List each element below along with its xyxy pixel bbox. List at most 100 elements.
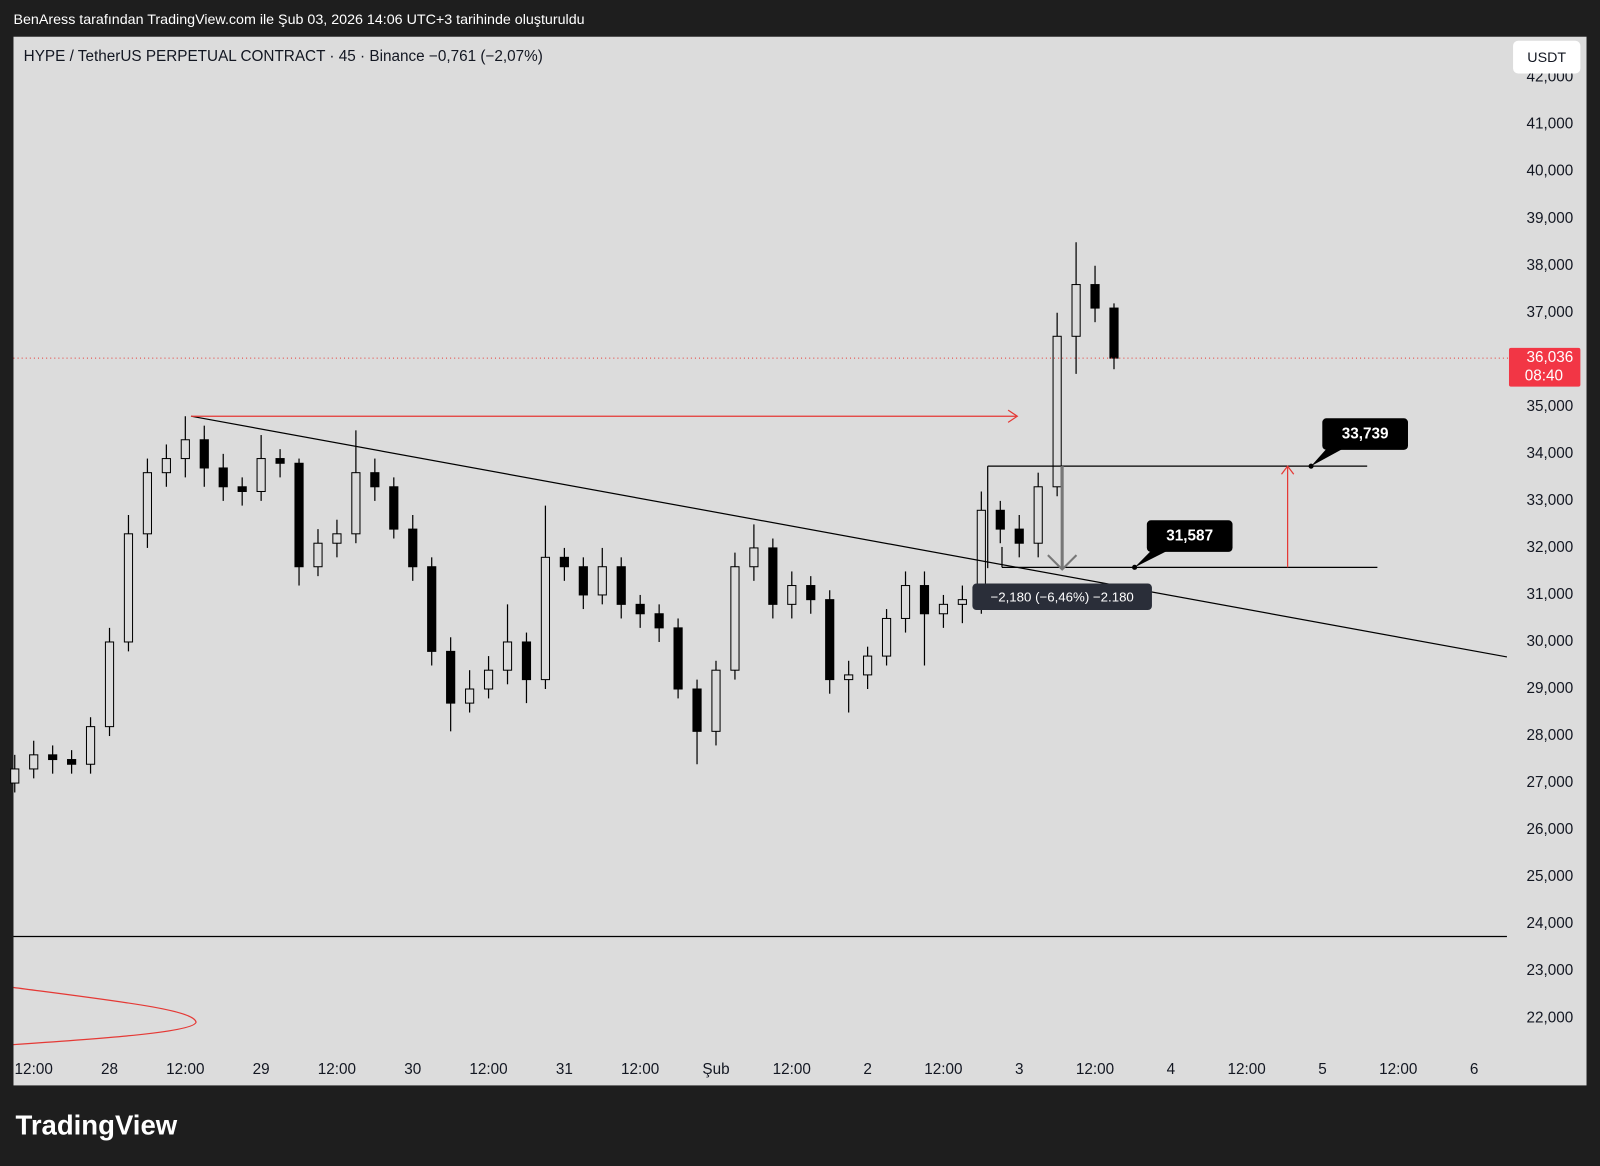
candle-body — [180, 439, 190, 460]
candle-body — [919, 585, 930, 615]
candle-body — [616, 566, 626, 605]
candle-body — [1071, 284, 1081, 337]
y-tick-label: 39,000 — [1526, 210, 1573, 227]
x-tick-label: 31 — [556, 1061, 573, 1078]
x-tick-label: 30 — [404, 1061, 421, 1078]
y-tick-label: 25,000 — [1526, 868, 1573, 885]
candle-body — [256, 458, 266, 492]
y-tick-label: 22,000 — [1526, 1009, 1573, 1026]
candle-body — [313, 542, 323, 568]
candle-body — [673, 627, 683, 690]
candle-body — [578, 566, 588, 596]
candle-body — [1014, 528, 1024, 544]
header-text: BenAress tarafından TradingView.com ile … — [13, 12, 584, 28]
candle-body — [465, 688, 475, 704]
y-tick-label: 24,000 — [1526, 915, 1573, 932]
callout-dot — [1132, 564, 1138, 570]
candle-body — [446, 650, 456, 704]
symbol-title: HYPE / TetherUS PERPETUAL CONTRACT · 45 … — [24, 48, 543, 65]
candle-body — [67, 759, 77, 765]
y-tick-label: 37,000 — [1526, 304, 1573, 321]
candle-body — [123, 533, 134, 643]
candle-body — [332, 533, 342, 544]
candle-body — [29, 754, 39, 770]
x-tick-label: 12:00 — [1379, 1061, 1417, 1078]
x-tick-label: Şub — [702, 1061, 729, 1078]
candle-body — [730, 566, 740, 671]
candle-body — [389, 486, 399, 530]
measure-box — [972, 583, 1152, 611]
y-tick-label: 28,000 — [1526, 727, 1573, 744]
y-tick-label: 27,000 — [1526, 774, 1573, 791]
y-tick-label: 29,000 — [1526, 680, 1573, 697]
currency-label[interactable]: USDT — [1527, 50, 1566, 66]
x-tick-label: 12:00 — [924, 1061, 962, 1078]
y-tick-label: 35,000 — [1526, 398, 1573, 415]
candle-body — [521, 641, 532, 681]
candle-body — [957, 599, 967, 605]
candle-body — [806, 585, 816, 601]
candle-body — [275, 458, 285, 464]
candle-body — [85, 726, 96, 765]
candle-body — [48, 754, 58, 761]
candle-body — [104, 641, 115, 728]
candle-body — [1090, 284, 1100, 309]
y-tick-label: 33,000 — [1526, 492, 1573, 509]
x-tick-label: 29 — [253, 1061, 270, 1078]
candle-body — [995, 509, 1005, 530]
candle-body — [237, 486, 247, 492]
candle-body — [635, 603, 645, 615]
candle-body — [294, 462, 304, 568]
y-tick-label: 31,000 — [1526, 586, 1573, 603]
y-tick-label: 23,000 — [1526, 962, 1573, 979]
x-tick-label: 4 — [1167, 1061, 1176, 1078]
measure-arrow-head — [1047, 554, 1078, 571]
candle-body — [654, 613, 664, 629]
last-price-label: 36,036 — [1526, 349, 1573, 366]
x-tick-label: 12:00 — [469, 1061, 507, 1078]
volume-profile-curve — [13, 986, 197, 1046]
trendline — [190, 415, 1508, 658]
candle-body — [711, 669, 721, 732]
candle-body — [1033, 486, 1043, 544]
chart-panel — [13, 36, 1587, 1086]
x-tick-label: 12:00 — [318, 1061, 356, 1078]
x-tick-label: 28 — [101, 1061, 118, 1078]
callout-label: 31,587 — [1166, 528, 1213, 545]
candle-body — [540, 556, 551, 681]
logo: TradingView — [16, 1110, 178, 1141]
candle-body — [199, 439, 209, 469]
candle-body — [881, 617, 892, 657]
candle-body — [863, 655, 873, 676]
x-tick-label: 12:00 — [773, 1061, 811, 1078]
x-tick-label: 2 — [863, 1061, 872, 1078]
candle-body — [370, 472, 380, 488]
y-tick-label: 32,000 — [1526, 539, 1573, 556]
x-tick-label: 12:00 — [166, 1061, 204, 1078]
candle-body — [900, 585, 911, 619]
y-tick-label: 34,000 — [1526, 445, 1573, 462]
last-price-box — [1508, 347, 1581, 387]
red-arrow-head — [1007, 409, 1019, 423]
x-axis: 12:00 28 12:00 29 12:00 30 12:00 31 12:00 Şub 12:0… — [15, 1061, 1479, 1078]
candle-body — [692, 688, 702, 732]
y-tick-label: 26,000 — [1526, 821, 1573, 838]
countdown-label: 08:40 — [1525, 368, 1563, 385]
callout-dot — [1308, 463, 1314, 469]
x-tick-label: 12:00 — [621, 1061, 659, 1078]
candle-body — [10, 768, 20, 784]
candle-body — [161, 458, 171, 474]
candle-body — [597, 566, 607, 596]
candle-body — [218, 467, 228, 488]
currency-box[interactable] — [1513, 40, 1581, 74]
callout-label: 33,739 — [1342, 426, 1389, 443]
callout-box — [1146, 520, 1233, 552]
candle-body — [825, 599, 835, 681]
candle-body — [1052, 335, 1062, 488]
x-tick-label: 12:00 — [15, 1061, 53, 1078]
candle-body — [938, 603, 949, 615]
target-arrow-head — [1281, 465, 1295, 475]
callout-box — [1322, 418, 1408, 450]
